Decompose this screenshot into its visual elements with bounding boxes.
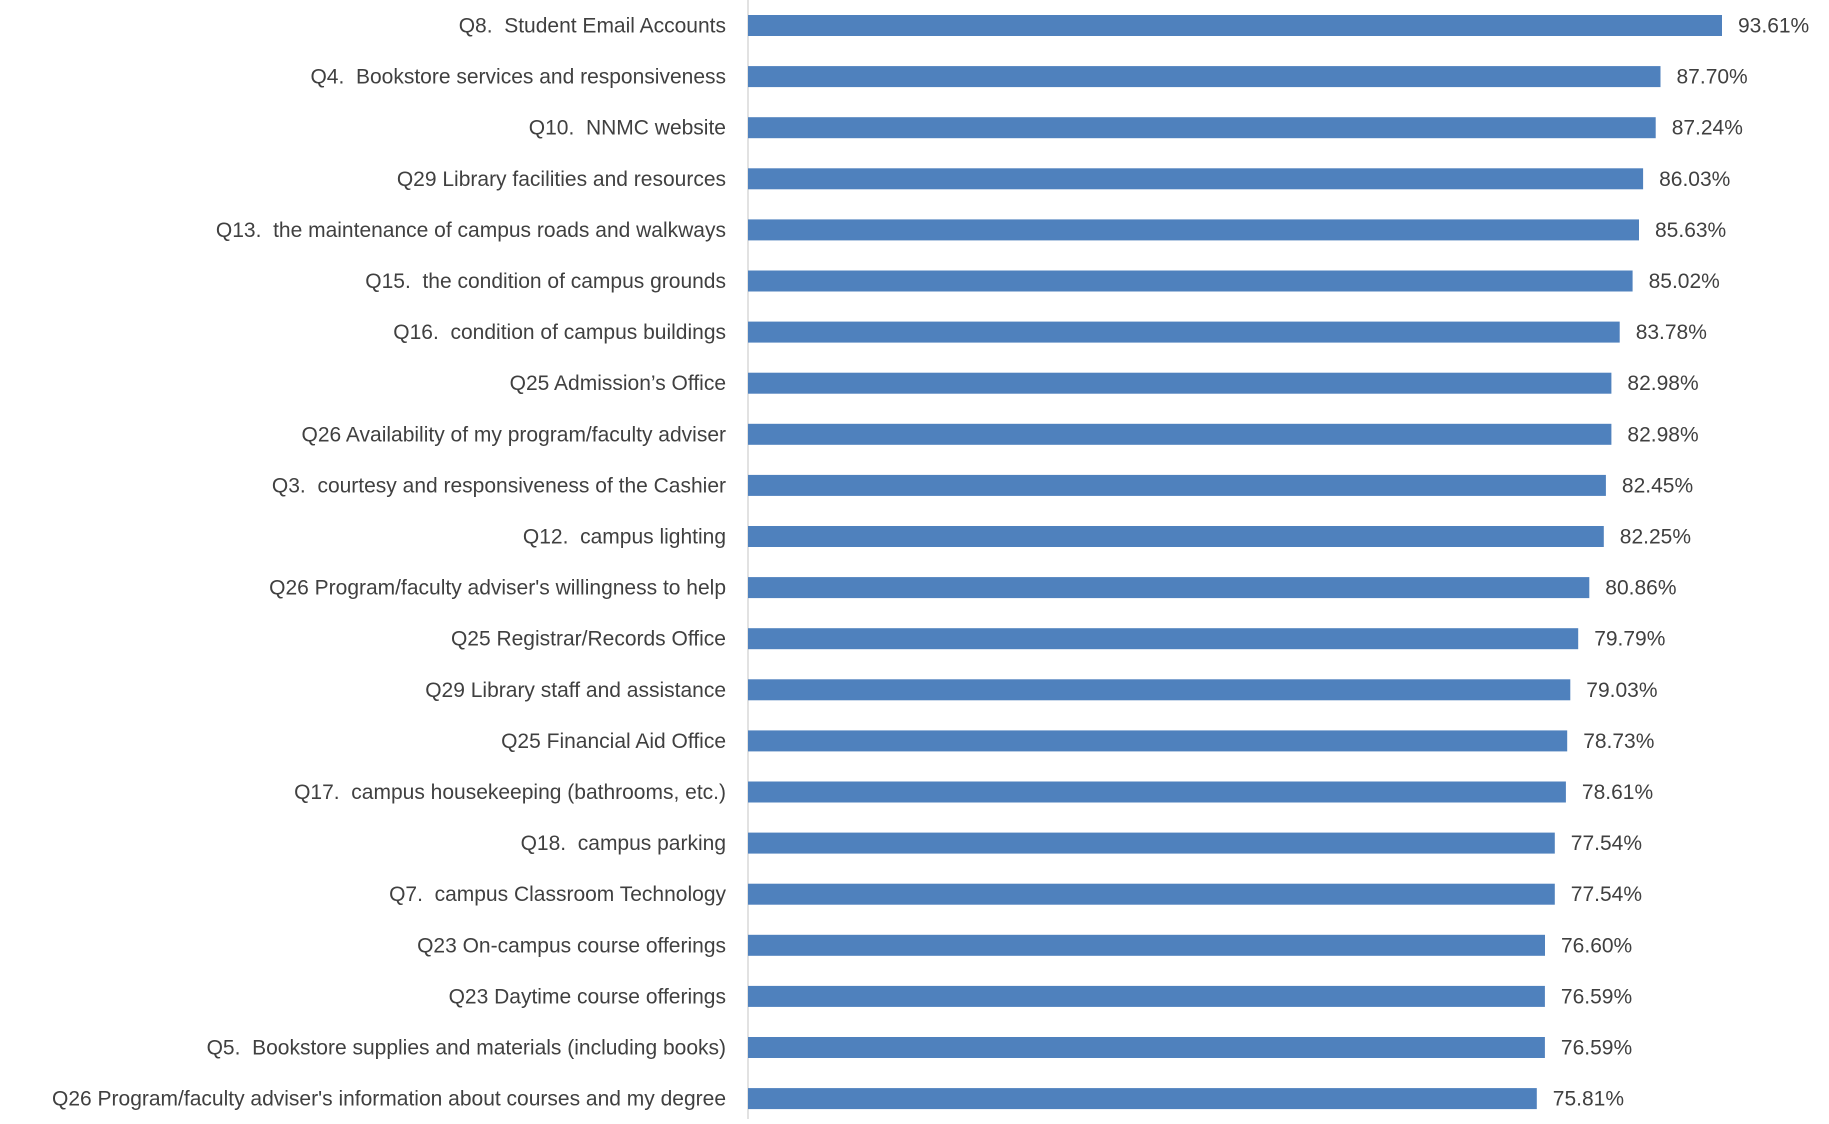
- bar: [748, 1037, 1545, 1058]
- value-label: 87.24%: [1672, 117, 1743, 140]
- bar: [748, 1088, 1537, 1110]
- category-label: Q26 Program/faculty adviser's willingnes…: [269, 577, 726, 600]
- value-label: 78.61%: [1582, 781, 1653, 804]
- category-labels-group: Q8. Student Email Accounts Q4. Bookstore …: [52, 15, 727, 1111]
- category-label: Q10. NNMC website: [529, 117, 726, 140]
- value-label: 80.86%: [1605, 577, 1676, 600]
- category-label: Q25 Admission’s Office: [510, 372, 726, 395]
- category-label: Q26 Program/faculty adviser's informatio…: [52, 1088, 726, 1111]
- value-label: 87.70%: [1677, 66, 1748, 89]
- category-label: Q7. campus Classroom Technology: [389, 883, 726, 906]
- value-label: 77.54%: [1571, 883, 1642, 906]
- value-label: 79.79%: [1594, 628, 1665, 651]
- bar: [748, 985, 1545, 1007]
- category-label: Q12. campus lighting: [523, 526, 726, 549]
- value-label: 75.81%: [1553, 1088, 1624, 1111]
- value-label: 76.60%: [1561, 934, 1632, 957]
- value-label: 86.03%: [1659, 168, 1730, 191]
- category-label: Q8. Student Email Accounts: [459, 15, 726, 38]
- bar: [748, 934, 1545, 956]
- bar: [748, 832, 1555, 854]
- category-label: Q18. campus parking: [521, 832, 726, 855]
- category-label: Q26 Availability of my program/faculty a…: [302, 423, 726, 446]
- value-label: 85.63%: [1655, 219, 1726, 242]
- bar: [748, 219, 1639, 241]
- category-label: Q13. the maintenance of campus roads and…: [216, 219, 726, 242]
- value-label: 76.59%: [1561, 1037, 1632, 1060]
- category-label: Q29 Library facilities and resources: [397, 168, 726, 191]
- bar: [748, 321, 1620, 343]
- bar: [748, 577, 1590, 599]
- category-label: Q29 Library staff and assistance: [425, 679, 726, 702]
- bar: [748, 15, 1722, 36]
- category-label: Q25 Financial Aid Office: [501, 730, 726, 753]
- bar: [748, 423, 1612, 445]
- bar: [748, 679, 1571, 701]
- value-label: 85.02%: [1649, 270, 1720, 293]
- category-label: Q23 On-campus course offerings: [417, 934, 726, 957]
- bar: [748, 730, 1568, 752]
- value-label: 79.03%: [1586, 679, 1657, 702]
- bar: [748, 526, 1604, 547]
- category-label: Q16. condition of campus buildings: [393, 321, 726, 344]
- bar: [748, 883, 1555, 905]
- bars-group: [748, 15, 1722, 1110]
- value-label: 82.98%: [1627, 372, 1698, 395]
- category-label: Q17. campus housekeeping (bathrooms, etc…: [294, 781, 726, 804]
- value-label: 78.73%: [1583, 730, 1654, 753]
- category-label: Q15. the condition of campus grounds: [365, 270, 726, 293]
- category-label: Q25 Registrar/Records Office: [451, 628, 726, 651]
- bar: [748, 628, 1579, 650]
- bar: [748, 168, 1644, 190]
- value-label: 76.59%: [1561, 985, 1632, 1008]
- value-label: 93.61%: [1738, 15, 1809, 38]
- bar: [748, 270, 1633, 292]
- category-label: Q23 Daytime course offerings: [449, 985, 726, 1008]
- value-label: 82.98%: [1627, 423, 1698, 446]
- value-label: 82.25%: [1620, 526, 1691, 549]
- value-label: 83.78%: [1636, 321, 1707, 344]
- value-labels-group: 93.61% 87.70% 87.24% 86.03% 85.63% 85.02% 83.7…: [1553, 15, 1809, 1111]
- category-label: Q5. Bookstore supplies and materials (in…: [207, 1037, 726, 1060]
- value-label: 77.54%: [1571, 832, 1642, 855]
- category-label: Q3. courtesy and responsiveness of the C…: [272, 474, 726, 497]
- value-label: 82.45%: [1622, 474, 1693, 497]
- bar: [748, 66, 1661, 88]
- bar: [748, 117, 1656, 139]
- category-label: Q4. Bookstore services and responsivenes…: [310, 66, 726, 89]
- bar: [748, 781, 1566, 803]
- bar: [748, 474, 1606, 496]
- bar: [748, 372, 1612, 394]
